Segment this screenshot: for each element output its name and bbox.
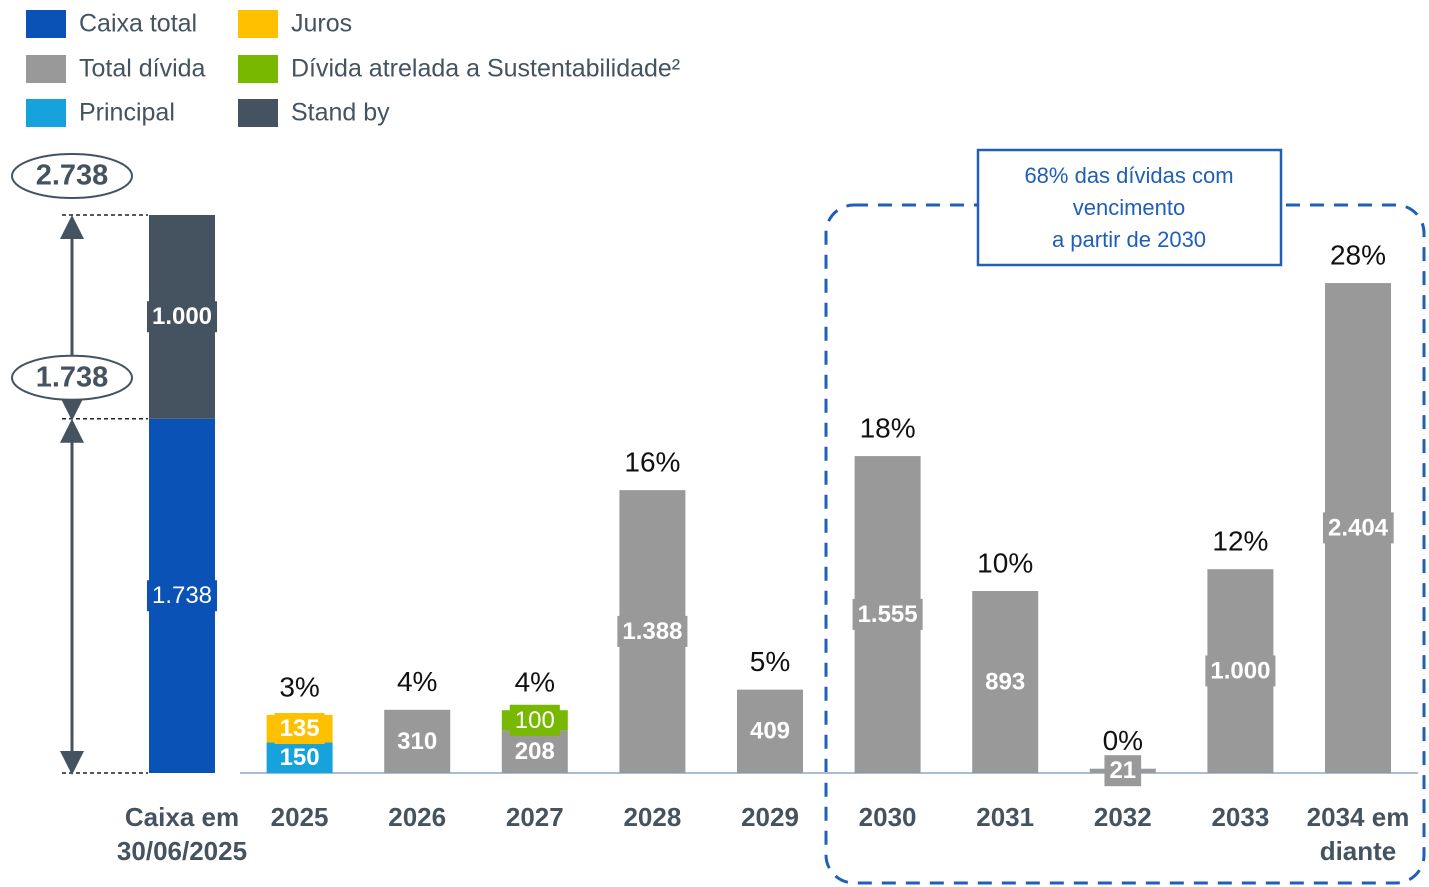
value-label-bg [617, 615, 688, 647]
value-label: 150 [280, 744, 320, 771]
x-tick-label: 2027 [505, 802, 564, 832]
legend-label: Stand by [291, 99, 390, 127]
x-tick-label: 2026 [388, 802, 447, 832]
annotation-text: 68% das dívidas com [1024, 163, 1233, 188]
legend-swatch [238, 10, 278, 38]
value-label-group: 1.555 [852, 598, 923, 630]
legend-label: Juros [291, 10, 352, 38]
legend-swatch [238, 55, 278, 83]
value-label-bg [509, 736, 560, 768]
x-tick-label: 2033 [1211, 802, 1270, 832]
value-label-bg [852, 598, 923, 630]
value-label: 1.388 [622, 618, 682, 645]
value-label-group: 409 [744, 715, 796, 747]
value-label: 2.404 [1328, 514, 1389, 541]
value-label-bg [274, 742, 325, 774]
value-label-group: 1.000 [146, 301, 218, 333]
value-label-group: 208 [509, 736, 560, 768]
value-label: 1.555 [858, 601, 918, 628]
value-label-group: 21 [1104, 755, 1142, 787]
share-label: 28% [1330, 239, 1386, 270]
value-label-group: 893 [980, 666, 1031, 698]
value-label-bg [744, 715, 796, 747]
x-tick-label: 2034 em diante [1306, 802, 1410, 866]
value-label-group: 310 [392, 725, 443, 757]
value-label-bg [392, 725, 443, 757]
legend-swatch [26, 99, 66, 127]
value-label: 1.000 [1210, 657, 1270, 684]
value-label: 409 [750, 718, 790, 745]
share-label: 0% [1103, 725, 1143, 756]
legend-swatch [26, 55, 66, 83]
share-label: 18% [860, 412, 916, 443]
annotation-box [976, 148, 1283, 267]
share-label: 4% [397, 666, 437, 697]
value-label-group: 1.388 [617, 615, 688, 647]
value-label: 1.000 [152, 303, 212, 330]
value-label: 1.738 [152, 582, 212, 609]
x-tick-label: 2030 [858, 802, 917, 832]
x-tick-label: 2031 [976, 802, 1035, 832]
value-label-group: 2.404 [1322, 512, 1394, 544]
value-label-group: 150 [274, 742, 325, 774]
legend-label: Total dívida [79, 55, 206, 83]
value-label-bg [980, 666, 1031, 698]
value-label-bg [1104, 755, 1142, 787]
x-tick-label: 2032 [1093, 802, 1152, 832]
value-label-bg [1322, 512, 1394, 544]
legend-swatch [238, 99, 278, 127]
share-label: 4% [515, 667, 555, 698]
value-label: 21 [1109, 757, 1136, 784]
value-label: 100 [515, 707, 555, 734]
value-label-group: 135 [274, 713, 325, 745]
bracket-label: 1.738 [36, 361, 109, 393]
annotation-text: a partir de 2030 [1052, 227, 1206, 252]
value-label-group: 1.000 [1205, 655, 1276, 687]
value-label-bg [146, 580, 218, 612]
value-label: 208 [515, 738, 555, 765]
share-label: 5% [750, 646, 790, 677]
annotation-text: vencimento [1073, 195, 1186, 220]
legend-label: Principal [79, 99, 175, 127]
value-label: 893 [985, 668, 1025, 695]
value-label-bg [274, 713, 325, 745]
share-label: 16% [624, 447, 680, 478]
value-label: 310 [397, 728, 437, 755]
x-tick-label: 2028 [623, 802, 682, 832]
share-label: 3% [279, 671, 319, 702]
legend-swatch [26, 10, 66, 38]
value-label-bg [509, 704, 560, 736]
value-label: 135 [280, 715, 320, 742]
x-tick-label: 2029 [741, 802, 799, 832]
value-label-bg [146, 301, 218, 333]
value-label-group: 1.738 [146, 580, 218, 612]
bracket-ellipse [11, 354, 133, 401]
share-label: 12% [1212, 526, 1268, 557]
x-tick-label: Caixa em 30/06/2025 [116, 802, 248, 866]
legend-label: Dívida atrelada a Sustentabilidade² [291, 55, 680, 83]
legend-label: Caixa total [79, 10, 197, 38]
share-label: 10% [977, 547, 1033, 578]
value-label-bg [1205, 655, 1276, 687]
x-tick-label: 2025 [270, 802, 329, 832]
value-label-group: 100 [509, 704, 560, 736]
bracket-label: 2.738 [36, 160, 109, 192]
bracket-ellipse [11, 153, 133, 199]
